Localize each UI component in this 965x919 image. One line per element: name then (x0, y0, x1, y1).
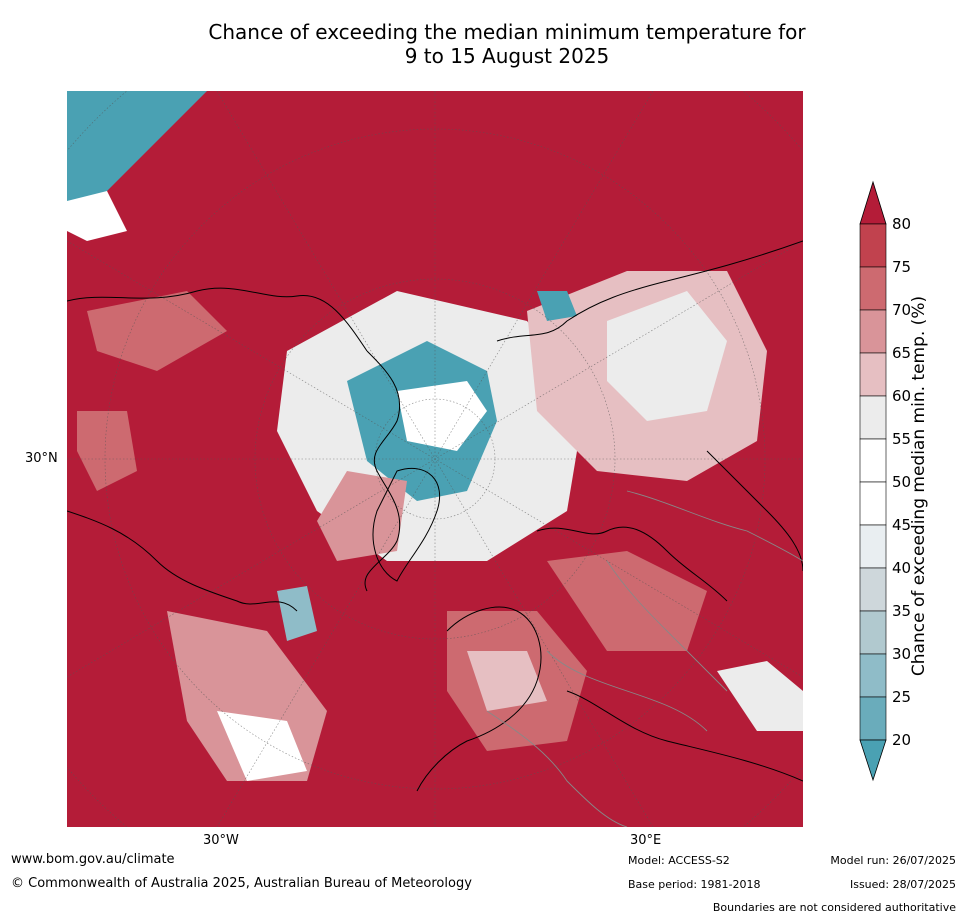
colorbar-title: Chance of exceeding median min. temp. (%… (909, 295, 929, 677)
lon-label-30w: 30°W (203, 833, 239, 848)
probability-shading (67, 91, 803, 781)
footer-issued: Issued: 28/07/2025 (849, 878, 956, 891)
colorbar-band-70-75 (859, 266, 887, 311)
lon-label-30e: 30°E (630, 833, 662, 848)
colorbar-tick-80: 80 (892, 215, 911, 233)
colorbar-band-60-65 (859, 352, 887, 397)
coastlines (67, 240, 803, 792)
footer-base-period: Base period: 1981-2018 (628, 878, 761, 891)
map-title: Chance of exceeding the median minimum t… (0, 20, 965, 68)
colorbar-band-30-35 (859, 610, 887, 655)
footer-model-run: Model run: 26/07/2025 (830, 854, 956, 867)
title-line-2: 9 to 15 August 2025 (404, 44, 610, 68)
map-canvas (67, 91, 803, 827)
footer-website: www.bom.gov.au/climate (11, 852, 175, 867)
colorbar-band-25-30 (859, 653, 887, 698)
colorbar-tick-45: 45 (892, 516, 911, 534)
colorbar-tick-75: 75 (892, 258, 911, 276)
colorbar-tick-40: 40 (892, 559, 911, 577)
colorbar-bottom-arrow (859, 739, 887, 782)
colorbar-band-55-60 (859, 395, 887, 440)
country-borders (486, 490, 803, 827)
title-line-1: Chance of exceeding the median minimum t… (208, 20, 806, 44)
colorbar-tick-20: 20 (892, 731, 911, 749)
colorbar-band-45-50 (859, 481, 887, 526)
colorbar-band-40-45 (859, 524, 887, 569)
colorbar-tick-55: 55 (892, 430, 911, 448)
colorbar-top-arrow (859, 180, 887, 225)
footer-model: Model: ACCESS-S2 (628, 854, 730, 867)
footer-copyright: © Commonwealth of Australia 2025, Austra… (11, 876, 472, 891)
colorbar-tick-35: 35 (892, 602, 911, 620)
colorbar-band-35-40 (859, 567, 887, 612)
colorbar-tick-50: 50 (892, 473, 911, 491)
probability-map (67, 91, 803, 827)
colorbar-tick-30: 30 (892, 645, 911, 663)
colorbar-tick-70: 70 (892, 301, 911, 319)
colorbar: 80 75 70 65 60 55 50 45 40 35 30 25 20 (858, 180, 965, 790)
colorbar-tick-60: 60 (892, 387, 911, 405)
graticule (67, 91, 803, 827)
colorbar-band-65-70 (859, 309, 887, 354)
lat-label-30n: 30°N (25, 451, 58, 466)
colorbar-band-75-80 (859, 223, 887, 268)
footer-boundaries: Boundaries are not considered authoritat… (712, 901, 956, 914)
colorbar-svg: 80 75 70 65 60 55 50 45 40 35 30 25 20 (859, 180, 911, 782)
colorbar-tick-25: 25 (892, 688, 911, 706)
colorbar-band-20-25 (859, 696, 887, 741)
colorbar-tick-65: 65 (892, 344, 911, 362)
colorbar-band-50-55 (859, 438, 887, 483)
